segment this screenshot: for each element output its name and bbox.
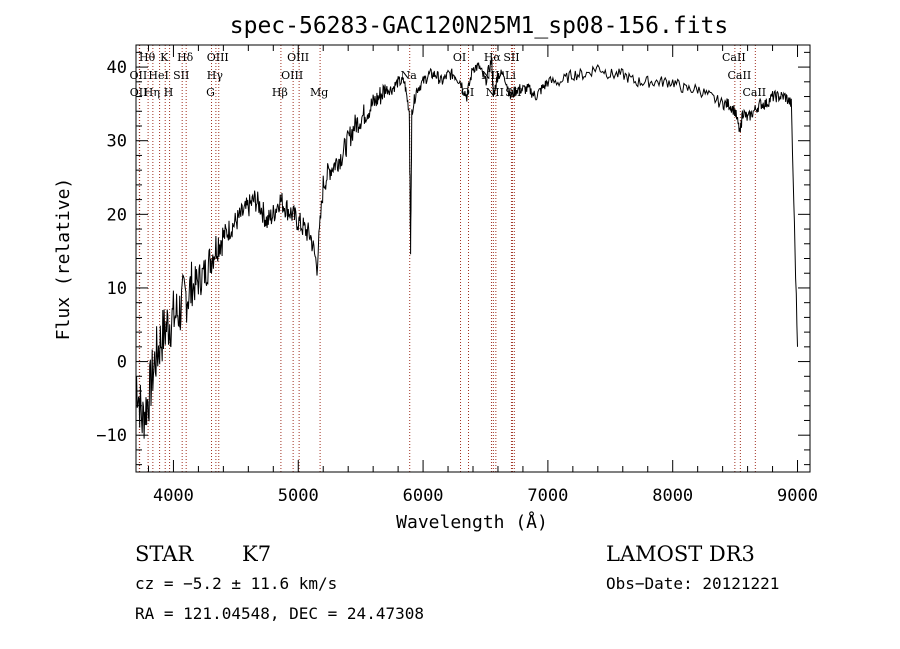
line-label: OIII bbox=[207, 51, 229, 64]
line-label: G bbox=[206, 86, 215, 99]
line-label: Hθ bbox=[139, 51, 156, 64]
line-label: Hη bbox=[144, 86, 160, 99]
line-label: CaII bbox=[742, 86, 766, 99]
line-label: SII bbox=[503, 51, 519, 64]
spectral-subclass: K7 bbox=[242, 542, 271, 566]
chart-title: spec-56283-GAC120N25M1_sp08-156.fits bbox=[230, 13, 729, 39]
line-label: CaII bbox=[722, 51, 746, 64]
y-tick-label: 10 bbox=[107, 279, 127, 299]
line-label: Hβ bbox=[272, 86, 288, 99]
line-label: HeI bbox=[148, 69, 168, 82]
y-tick-label: 30 bbox=[107, 132, 127, 152]
y-tick-label: 0 bbox=[117, 353, 127, 373]
line-label: OIII bbox=[281, 69, 303, 82]
line-label: OIII bbox=[287, 51, 309, 64]
object-type: STAR bbox=[135, 542, 194, 566]
spectrum-line bbox=[135, 57, 798, 439]
y-tick-label: 40 bbox=[107, 58, 127, 78]
x-tick-label: 6000 bbox=[403, 486, 444, 506]
y-axis-ticks: −10 0 10 20 30 40 bbox=[96, 51, 810, 466]
x-axis-ticks: 4000 5000 6000 7000 8000 9000 bbox=[147, 45, 818, 506]
line-label: Hγ bbox=[207, 69, 224, 82]
line-label: Hα bbox=[484, 51, 502, 64]
coordinates: RA = 121.04548, DEC = 24.47308 bbox=[135, 604, 424, 623]
plot-frame bbox=[135, 44, 811, 473]
line-label: OI bbox=[453, 51, 466, 64]
line-label: K bbox=[160, 51, 169, 64]
line-label: OII bbox=[130, 86, 148, 99]
x-tick-label: 5000 bbox=[278, 486, 319, 506]
y-tick-label: 20 bbox=[107, 205, 127, 225]
x-tick-label: 4000 bbox=[153, 486, 194, 506]
x-tick-label: 9000 bbox=[777, 486, 818, 506]
line-label: OII bbox=[130, 69, 148, 82]
line-label: H bbox=[164, 86, 174, 99]
y-axis-label: Flux (relative) bbox=[53, 178, 74, 341]
line-label: Hδ bbox=[177, 51, 194, 64]
line-label: Mg bbox=[310, 86, 328, 99]
line-label: Na bbox=[401, 69, 418, 82]
line-label: CaII bbox=[728, 69, 752, 82]
x-tick-label: 7000 bbox=[527, 486, 568, 506]
redshift-cz: cz = −5.2 ± 11.6 km/s bbox=[135, 574, 337, 593]
survey-name: LAMOST DR3 bbox=[606, 542, 755, 566]
observation-date: Obs−Date: 20121221 bbox=[606, 574, 779, 593]
x-tick-label: 8000 bbox=[652, 486, 693, 506]
line-label: SII bbox=[173, 69, 189, 82]
line-label: Li bbox=[505, 69, 516, 82]
x-axis-label: Wavelength (Å) bbox=[396, 511, 548, 533]
y-tick-label: −10 bbox=[96, 426, 127, 446]
emission-line-markers bbox=[138, 45, 756, 472]
